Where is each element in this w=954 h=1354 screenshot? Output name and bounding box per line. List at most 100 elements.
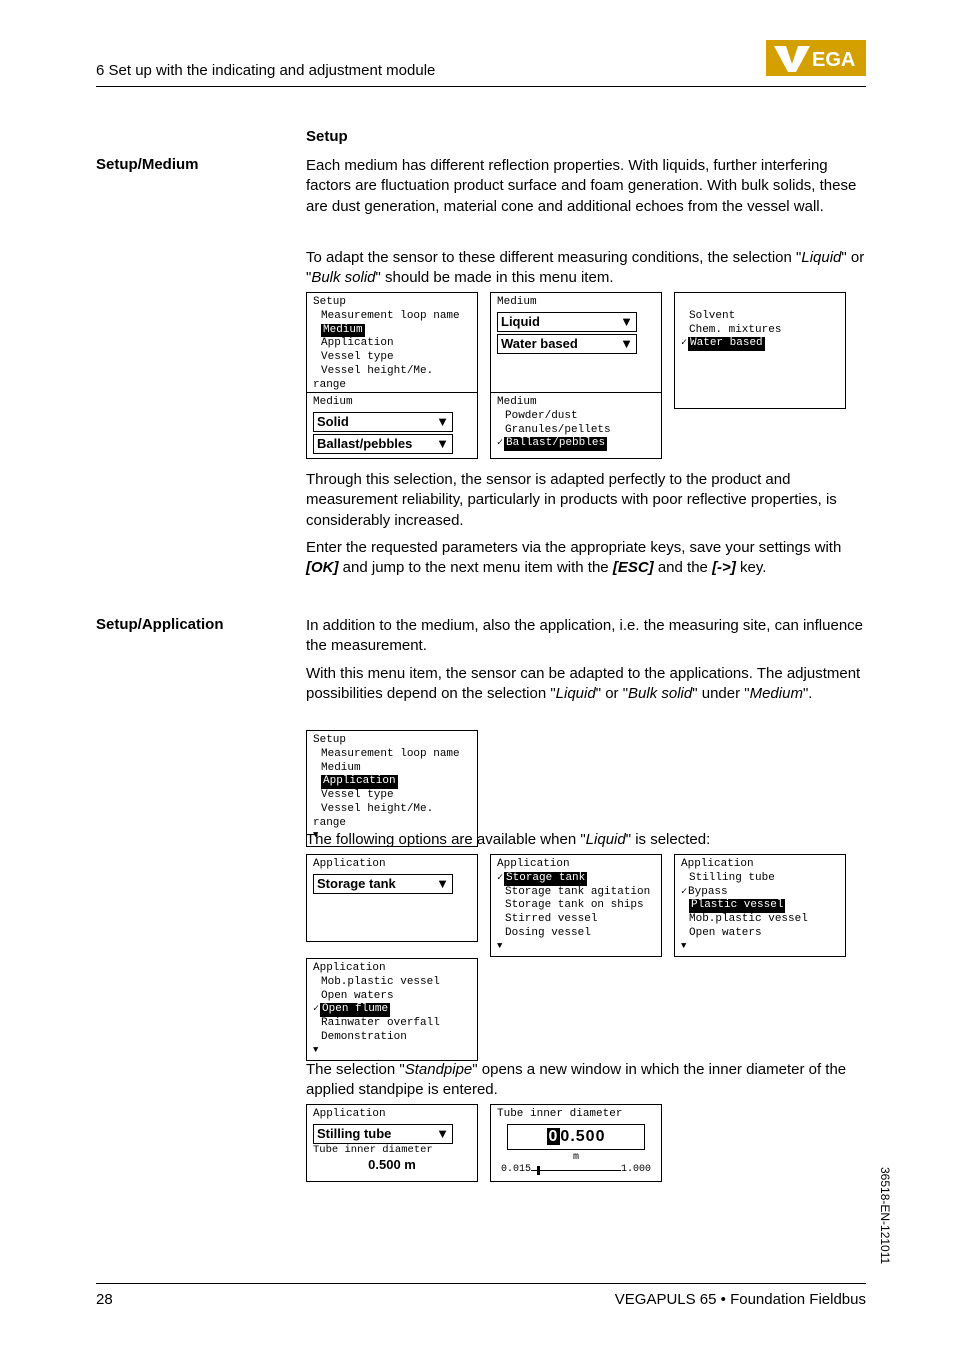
footer-rule (96, 1283, 866, 1284)
lcd-tube-diameter: Tube inner diameter 00.500 m 0.015 1.000 (490, 1104, 662, 1182)
lcd-line: Stilling tube (681, 872, 775, 884)
liquid-italic: Liquid (801, 249, 841, 266)
dropdown-stilling-tube: Stilling tube▼ (313, 1124, 453, 1144)
lcd-title: Application (497, 858, 570, 870)
lcd-line: Open waters (313, 990, 394, 1002)
text: The selection " (306, 1061, 405, 1078)
lcd-line: Granules/pellets (497, 424, 611, 436)
lcd-line: Mob.plastic vessel (313, 976, 440, 988)
lcd-max: 1.000 (621, 1164, 651, 1177)
text: and the (654, 559, 712, 576)
lcd-line: Application (313, 337, 394, 349)
app-paragraph-2: With this menu item, the sensor can be a… (306, 664, 866, 705)
dropdown-ballast: Ballast/pebbles▼ (313, 434, 453, 454)
lcd-value: 0.500 m (313, 1157, 471, 1173)
lcd-line: Bypass (688, 886, 728, 898)
lcd-title: Application (313, 858, 386, 870)
text: " or " (596, 685, 628, 702)
lcd-title: Setup (313, 734, 346, 746)
lcd-line: Solvent (681, 310, 735, 322)
check-icon (681, 337, 688, 349)
lcd-line: Stirred vessel (497, 913, 597, 925)
check-icon (681, 886, 688, 898)
vega-logo: EGA (766, 40, 866, 76)
app-paragraph-3: The following options are available when… (306, 830, 866, 850)
lcd-medium-options: Solvent Chem. mixtures Water based (674, 292, 846, 409)
scroll-down-icon: ▼ (681, 941, 839, 952)
lcd-app-storage: Application Storage tank▼ (306, 854, 478, 942)
lcd-line: Storage tank on ships (497, 899, 644, 911)
lcd-app-list-2: Application Stilling tube Bypass Plastic… (674, 854, 846, 957)
header-rule (96, 86, 866, 87)
medium-italic: Medium (750, 685, 803, 702)
text: " is selected: (626, 831, 711, 848)
text: To adapt the sensor to these different m… (306, 249, 801, 266)
bulksolid-italic: Bulk solid (628, 685, 692, 702)
lcd-title: Application (313, 962, 386, 974)
setup-heading: Setup (306, 128, 348, 145)
text: Enter the requested parameters via the a… (306, 539, 841, 556)
lcd-line: Vessel type (313, 351, 394, 363)
check-icon (497, 872, 504, 884)
footer-product: VEGAPULS 65 • Foundation Fieldbus (615, 1291, 866, 1308)
lcd-line-selected: Water based (688, 337, 765, 351)
page-number: 28 (96, 1291, 113, 1308)
liquid-italic: Liquid (556, 685, 596, 702)
lcd-line: Measurement loop name (313, 748, 460, 760)
lcd-line: Storage tank agitation (497, 886, 650, 898)
lcd-line: Vessel height/Me. range (313, 365, 433, 391)
lcd-medium-solid: Medium Solid▼ Ballast/pebbles▼ (306, 392, 478, 459)
lcd-title: Application (313, 1108, 386, 1120)
lcd-line-selected: Open flume (320, 1003, 390, 1017)
medium-paragraph-2: To adapt the sensor to these different m… (306, 248, 866, 289)
text: key. (736, 559, 767, 576)
lcd-line-selected: Ballast/pebbles (504, 437, 607, 451)
liquid-italic: Liquid (586, 831, 626, 848)
medium-paragraph-4: Enter the requested parameters via the a… (306, 538, 866, 579)
lcd-line: Powder/dust (497, 410, 578, 422)
esc-key: [ESC] (613, 559, 654, 576)
text: " under " (692, 685, 749, 702)
lcd-title: Tube inner diameter (497, 1108, 622, 1120)
dropdown-storage-tank: Storage tank▼ (313, 874, 453, 894)
slider-thumb (537, 1166, 540, 1175)
text: The following options are available when… (306, 831, 586, 848)
lcd-title: Setup (313, 296, 346, 308)
lcd-title: Medium (497, 396, 537, 408)
text: " should be made in this menu item. (376, 269, 614, 286)
section-header: 6 Set up with the indicating and adjustm… (96, 62, 435, 79)
lcd-app-list-3: Application Mob.plastic vessel Open wate… (306, 958, 478, 1061)
text: ". (803, 685, 813, 702)
lcd-line: Measurement loop name (313, 310, 460, 322)
lcd-title: Medium (313, 396, 353, 408)
lcd-value-box: 00.500 (507, 1124, 645, 1150)
bulksolid-italic: Bulk solid (311, 269, 375, 286)
lcd-unit: m (497, 1152, 655, 1165)
doc-id-vertical: 36518-EN-121011 (878, 1167, 892, 1264)
slider-track (531, 1170, 621, 1171)
scroll-down-icon: ▼ (497, 941, 655, 952)
lcd-line-selected: Plastic vessel (689, 899, 785, 913)
medium-paragraph-3: Through this selection, the sensor is ad… (306, 470, 866, 531)
side-label-medium: Setup/Medium (96, 156, 199, 173)
lcd-line: Rainwater overfall (313, 1017, 440, 1029)
lcd-stilling-tube: Application Stilling tube▼ Tube inner di… (306, 1104, 478, 1182)
arrow-key: [->] (712, 559, 736, 576)
lcd-app-list-1: Application Storage tank Storage tank ag… (490, 854, 662, 957)
text: and jump to the next menu item with the (339, 559, 613, 576)
standpipe-italic: Standpipe (405, 1061, 473, 1078)
check-icon (313, 1003, 320, 1015)
medium-paragraph-1: Each medium has different reflection pro… (306, 156, 866, 217)
lcd-sublabel: Tube inner diameter (313, 1144, 471, 1157)
lcd-line: Dosing vessel (497, 927, 591, 939)
lcd-line: Demonstration (313, 1031, 407, 1043)
app-paragraph-1: In addition to the medium, also the appl… (306, 616, 866, 657)
lcd-line: Vessel type (313, 789, 394, 801)
lcd-line-selected: Application (321, 775, 398, 789)
lcd-medium-solid-options: Medium Powder/dust Granules/pellets Ball… (490, 392, 662, 459)
lcd-line: Medium (313, 762, 361, 774)
dropdown-waterbased: Water based▼ (497, 334, 637, 354)
svg-text:EGA: EGA (812, 49, 855, 71)
dropdown-solid: Solid▼ (313, 412, 453, 432)
app-paragraph-4: The selection "Standpipe" opens a new wi… (306, 1060, 866, 1101)
